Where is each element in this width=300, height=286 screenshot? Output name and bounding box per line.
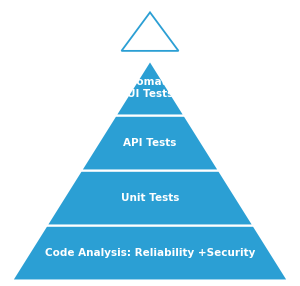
Polygon shape	[116, 61, 184, 116]
Polygon shape	[12, 225, 288, 281]
Text: Code Analysis: Reliability +Security: Code Analysis: Reliability +Security	[45, 248, 255, 258]
Text: API Tests: API Tests	[123, 138, 177, 148]
Polygon shape	[122, 12, 178, 51]
Text: Automated
UI Tests: Automated UI Tests	[117, 77, 183, 99]
Polygon shape	[81, 116, 219, 170]
Polygon shape	[46, 170, 253, 225]
Text: Unit Tests: Unit Tests	[121, 193, 179, 203]
